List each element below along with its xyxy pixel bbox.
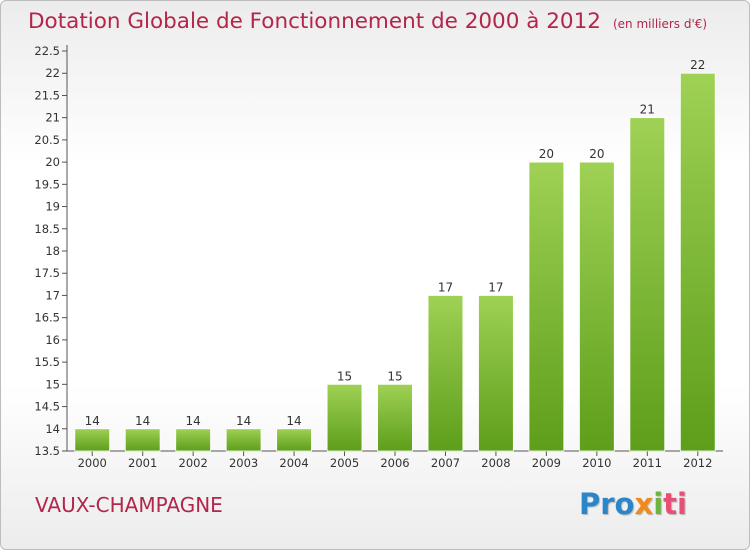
y-tick-label: 21.5 bbox=[34, 88, 60, 102]
x-axis: 2000 2001 2002 2003 2004 2005 2006 2007 2008 2009… bbox=[67, 450, 723, 470]
x-tick-label: 2005 bbox=[330, 456, 359, 470]
chart-title-text: Dotation Globale de Fonctionnement de 20… bbox=[28, 9, 601, 34]
commune-name: VAUX-CHAMPAGNE bbox=[35, 493, 223, 517]
bar-2002[interactable] bbox=[175, 428, 211, 452]
y-tick-label: 19.5 bbox=[34, 177, 60, 191]
x-tick-label: 2009 bbox=[532, 456, 561, 470]
bar-value-label: 14 bbox=[186, 414, 201, 428]
y-tick-label: 18 bbox=[45, 244, 60, 258]
bar-value-label: 14 bbox=[286, 414, 301, 428]
y-tick-label: 18.5 bbox=[34, 222, 60, 236]
logo-part-ti: ti bbox=[663, 487, 687, 521]
y-tick-label: 21 bbox=[45, 111, 60, 125]
bar-value-label: 17 bbox=[488, 280, 503, 294]
bar-value-label: 14 bbox=[236, 414, 251, 428]
bar-2004[interactable] bbox=[276, 428, 312, 452]
bar-2007[interactable] bbox=[427, 295, 464, 452]
bar-value-label: 14 bbox=[135, 414, 150, 428]
bar-2009[interactable] bbox=[528, 161, 565, 452]
bar-2006[interactable] bbox=[377, 383, 413, 452]
bar-2005[interactable] bbox=[326, 383, 363, 452]
x-tick-label: 2000 bbox=[78, 456, 107, 470]
y-tick-label: 16 bbox=[45, 333, 60, 347]
x-tick-label: 2012 bbox=[683, 456, 712, 470]
bar-2008[interactable] bbox=[478, 295, 514, 452]
y-tick-label: 22 bbox=[45, 66, 60, 80]
x-tick-label: 2010 bbox=[582, 456, 611, 470]
chart-title: Dotation Globale de Fonctionnement de 20… bbox=[28, 9, 707, 34]
bar-2000[interactable] bbox=[74, 428, 111, 452]
x-tick-label: 2001 bbox=[128, 456, 157, 470]
bar-value-label: 20 bbox=[539, 147, 554, 161]
chart-unit: (en milliers d'€) bbox=[612, 17, 708, 31]
x-tick-label: 2008 bbox=[481, 456, 510, 470]
bar-2011[interactable] bbox=[629, 117, 666, 452]
x-tick-label: 2002 bbox=[179, 456, 208, 470]
y-tick-label: 15.5 bbox=[34, 355, 60, 369]
bar-value-label: 17 bbox=[438, 280, 453, 294]
bar-value-label: 21 bbox=[640, 103, 655, 117]
x-tick-label: 2003 bbox=[229, 456, 258, 470]
bars bbox=[74, 72, 716, 452]
bar-value-label: 22 bbox=[690, 58, 705, 72]
x-tick-label: 2006 bbox=[380, 456, 409, 470]
x-tick-label: 2004 bbox=[279, 456, 308, 470]
y-tick-label: 20.5 bbox=[34, 133, 60, 147]
bar-value-label: 15 bbox=[387, 369, 402, 383]
y-tick-label: 15 bbox=[45, 377, 60, 391]
bar-2001[interactable] bbox=[124, 428, 161, 452]
bar-value-label: 14 bbox=[85, 414, 100, 428]
y-tick-label: 14 bbox=[45, 422, 60, 436]
y-tick-label: 13.5 bbox=[34, 444, 60, 458]
y-axis: 13.5 14 14.5 15 15.5 16 16.5 17 17.5 18 18.5 19 19.5… bbox=[34, 44, 68, 458]
y-tick-label: 19 bbox=[45, 200, 60, 214]
y-tick-label: 17 bbox=[45, 288, 60, 302]
logo-part-pro: Pro bbox=[579, 487, 635, 521]
bar-2010[interactable] bbox=[579, 161, 615, 452]
logo-part-i: i bbox=[653, 487, 664, 521]
y-tick-label: 16.5 bbox=[34, 311, 60, 325]
bar-value-label: 20 bbox=[589, 147, 604, 161]
bar-2003[interactable] bbox=[225, 428, 262, 452]
bar-value-label: 15 bbox=[337, 369, 352, 383]
y-tick-label: 17.5 bbox=[34, 266, 60, 280]
y-tick-label: 20 bbox=[45, 155, 60, 169]
bar-2012[interactable] bbox=[679, 72, 716, 452]
x-tick-label: 2011 bbox=[633, 456, 662, 470]
bar-labels: 14 14 14 14 14 15 15 17 17 20 20 21 22 bbox=[85, 58, 706, 428]
y-tick-label: 22.5 bbox=[34, 44, 60, 58]
logo-part-x: x bbox=[634, 487, 654, 521]
y-tick-label: 14.5 bbox=[34, 400, 60, 414]
proxiti-logo[interactable]: Proxiti bbox=[579, 487, 687, 521]
x-tick-label: 2007 bbox=[431, 456, 460, 470]
